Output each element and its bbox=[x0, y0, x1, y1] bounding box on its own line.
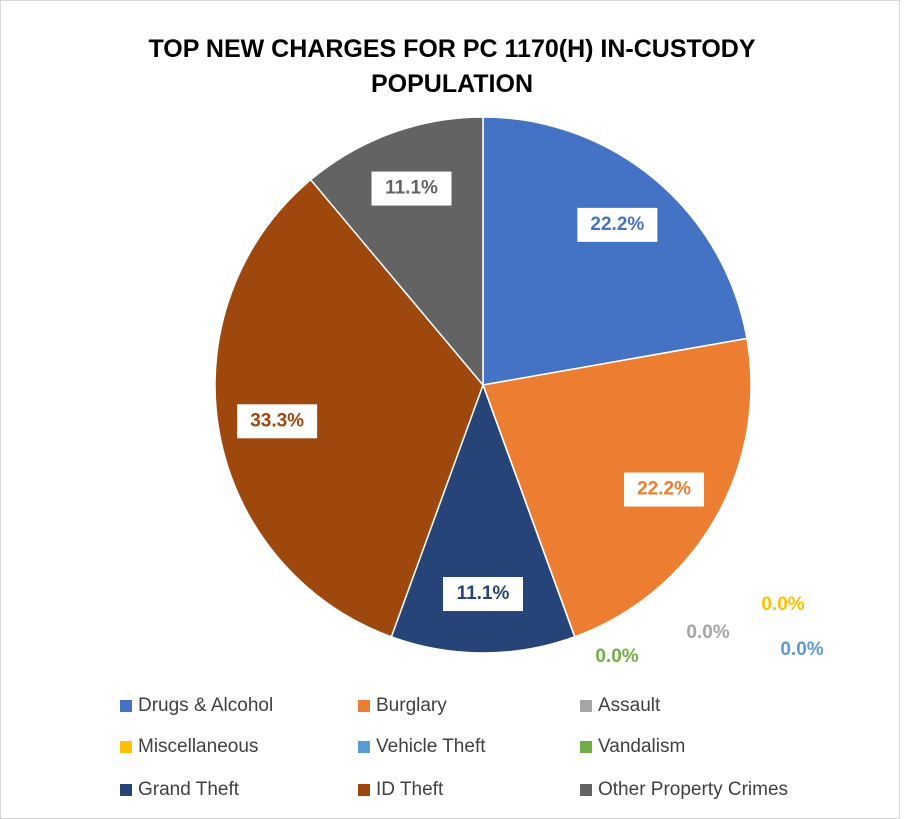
data-label: 11.1% bbox=[457, 583, 510, 604]
data-label-box bbox=[577, 207, 658, 242]
legend-label: Grand Theft bbox=[138, 779, 240, 800]
pie-slice bbox=[481, 337, 752, 638]
legend-swatch bbox=[580, 700, 592, 712]
pie-slice bbox=[390, 382, 576, 654]
legend-swatch bbox=[120, 741, 132, 753]
legend-label: Assault bbox=[598, 695, 661, 716]
legend-label: Vehicle Theft bbox=[376, 736, 486, 757]
data-label: 0.0% bbox=[595, 646, 638, 667]
chart-title: TOP NEW CHARGES FOR PC 1170(H) IN-CUSTOD… bbox=[148, 35, 755, 98]
legend-swatch bbox=[580, 784, 592, 796]
legend-label: ID Theft bbox=[376, 779, 444, 800]
data-label: 33.3% bbox=[250, 410, 304, 431]
data-label: 0.0% bbox=[761, 594, 804, 615]
data-label: 0.0% bbox=[780, 639, 823, 660]
pie-slice bbox=[482, 116, 748, 386]
pie-slice bbox=[214, 178, 484, 638]
data-label: 0.0% bbox=[686, 622, 729, 643]
data-label: 11.1% bbox=[385, 178, 438, 199]
legend-swatch bbox=[358, 741, 370, 753]
data-label-box bbox=[624, 472, 705, 507]
data-label-box bbox=[443, 577, 523, 612]
legend-swatch bbox=[120, 700, 132, 712]
legend-swatch bbox=[120, 784, 132, 796]
data-label: 22.2% bbox=[637, 479, 691, 500]
data-label: 22.2% bbox=[590, 214, 644, 235]
data-label-box bbox=[371, 171, 452, 206]
legend-swatch bbox=[358, 700, 370, 712]
data-label-box bbox=[237, 404, 318, 439]
legend-label: Other Property Crimes bbox=[598, 779, 788, 800]
legend-label: Drugs & Alcohol bbox=[138, 695, 273, 716]
legend-label: Burglary bbox=[376, 695, 447, 716]
legend-swatch bbox=[358, 784, 370, 796]
legend-swatch bbox=[580, 741, 592, 753]
legend-label: Vandalism bbox=[598, 736, 685, 757]
legend-label: Miscellaneous bbox=[138, 736, 258, 757]
